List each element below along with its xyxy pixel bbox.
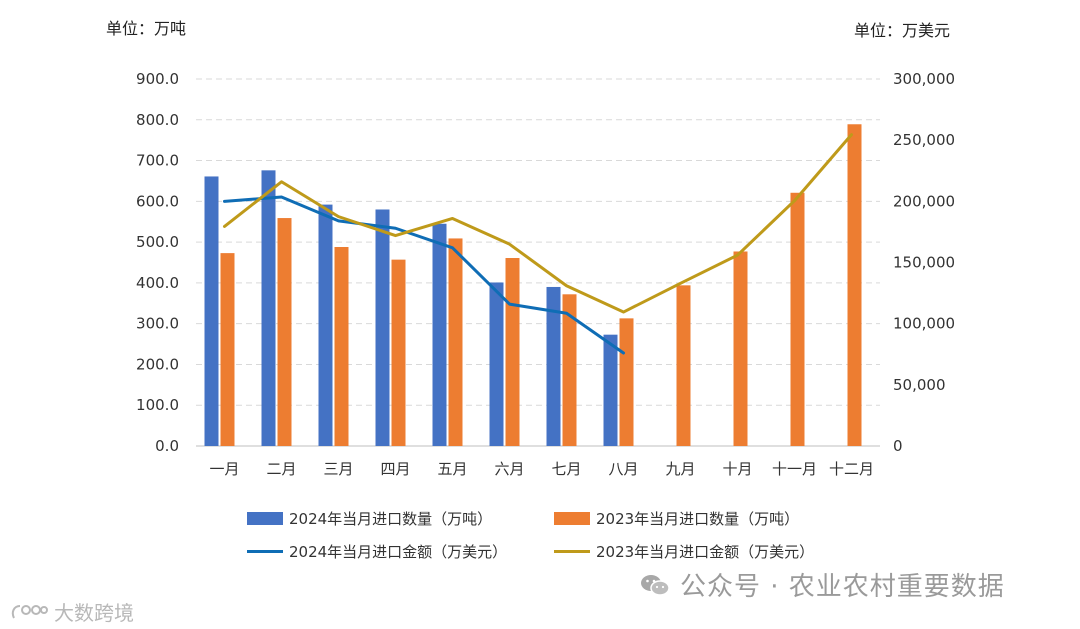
y-tick-label-right: 250,000 bbox=[893, 131, 955, 149]
y-tick-label-left: 700.0 bbox=[136, 152, 179, 170]
line-2023-amount bbox=[223, 133, 853, 314]
right-axis-unit-label: 单位：万美元 bbox=[853, 21, 950, 40]
bar-2023-quantity bbox=[733, 251, 748, 446]
x-tick-label: 四月 bbox=[380, 460, 410, 478]
bar-2024-quantity bbox=[603, 334, 618, 446]
bar-2024-quantity bbox=[546, 286, 561, 446]
bar-2023-quantity bbox=[619, 318, 634, 446]
brand-watermark: 大数跨境 bbox=[10, 597, 134, 626]
legend-item-2024-amount: 2024年当月进口金额（万美元） bbox=[247, 541, 507, 562]
legend-swatch-2024-amount bbox=[247, 550, 283, 553]
wechat-watermark: 公众号 · 农业农村重要数据 bbox=[640, 566, 1005, 603]
x-tick-label: 十二月 bbox=[829, 460, 874, 478]
bar-2023-quantity bbox=[790, 192, 805, 446]
y-tick-label-left: 400.0 bbox=[136, 274, 179, 292]
x-tick-label: 十月 bbox=[722, 460, 752, 478]
y-tick-label-right: 0 bbox=[893, 437, 903, 455]
x-tick-label: 九月 bbox=[665, 460, 695, 478]
bar-2024-quantity bbox=[375, 209, 390, 446]
y-tick-label-left: 600.0 bbox=[136, 192, 179, 210]
bar-2023-quantity bbox=[847, 124, 862, 446]
legend-label-2023-amount: 2023年当月进口金额（万美元） bbox=[596, 543, 815, 561]
left-axis-unit-label: 单位：万吨 bbox=[106, 19, 187, 38]
bar-2023-quantity bbox=[676, 285, 691, 446]
x-tick-label: 六月 bbox=[494, 460, 524, 478]
legend-label-2024-amount: 2024年当月进口金额（万美元） bbox=[289, 543, 508, 561]
bar-2024-quantity bbox=[204, 176, 219, 446]
bar-2023-quantity bbox=[220, 253, 235, 446]
y-tick-label-right: 300,000 bbox=[893, 70, 955, 88]
y-tick-label-right: 50,000 bbox=[893, 376, 946, 394]
bar-2023-quantity bbox=[505, 258, 520, 446]
bar-2023-quantity bbox=[448, 238, 463, 446]
legend-swatch-2023-quantity bbox=[554, 512, 590, 525]
wechat-icon bbox=[641, 574, 670, 596]
bar-2023-quantity bbox=[562, 294, 577, 446]
bar-2024-quantity bbox=[318, 204, 333, 446]
y-tick-label-left: 500.0 bbox=[136, 233, 179, 251]
y-tick-label-left: 300.0 bbox=[136, 315, 179, 333]
bar-2023-quantity bbox=[334, 247, 349, 446]
wechat-watermark-text: 公众号 · 农业农村重要数据 bbox=[680, 572, 1005, 602]
bar-2023-quantity bbox=[391, 259, 406, 446]
legend-item-2023-quantity: 2023年当月进口数量（万吨） bbox=[554, 508, 799, 529]
legend-label-2023-quantity: 2023年当月进口数量（万吨） bbox=[596, 510, 800, 528]
line-2024-amount bbox=[223, 195, 625, 355]
y-tick-label-left: 800.0 bbox=[136, 111, 179, 129]
x-tick-label: 七月 bbox=[551, 460, 581, 478]
y-tick-label-left: 200.0 bbox=[136, 355, 179, 373]
legend-item-2023-amount: 2023年当月进口金额（万美元） bbox=[554, 541, 814, 562]
y-tick-label-right: 150,000 bbox=[893, 254, 955, 272]
brand-watermark-text: 大数跨境 bbox=[54, 601, 134, 625]
x-tick-label: 二月 bbox=[266, 460, 296, 478]
legend-item-2024-quantity: 2024年当月进口数量（万吨） bbox=[247, 508, 492, 529]
x-tick-label: 十一月 bbox=[772, 460, 817, 478]
legend-label-2024-quantity: 2024年当月进口数量（万吨） bbox=[289, 510, 493, 528]
brand-logo-icon bbox=[11, 604, 48, 618]
x-tick-label: 五月 bbox=[437, 460, 467, 478]
bar-2023-quantity bbox=[277, 218, 292, 446]
y-tick-label-left: 900.0 bbox=[136, 70, 179, 88]
bar-2024-quantity bbox=[432, 223, 447, 446]
bar-2024-quantity bbox=[261, 170, 276, 446]
y-tick-label-right: 100,000 bbox=[893, 315, 955, 333]
y-tick-label-right: 200,000 bbox=[893, 192, 955, 210]
legend-swatch-2023-amount bbox=[554, 550, 590, 553]
x-tick-label: 八月 bbox=[608, 460, 638, 478]
bar-2024-quantity bbox=[489, 282, 504, 446]
legend-swatch-2024-quantity bbox=[247, 512, 283, 525]
x-tick-label: 三月 bbox=[323, 460, 353, 478]
y-tick-label-left: 100.0 bbox=[136, 396, 179, 414]
x-tick-label: 一月 bbox=[209, 460, 239, 478]
y-tick-label-left: 0.0 bbox=[155, 437, 179, 455]
